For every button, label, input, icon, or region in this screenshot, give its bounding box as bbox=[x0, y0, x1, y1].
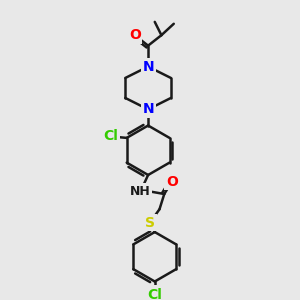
Text: O: O bbox=[166, 175, 178, 189]
Text: S: S bbox=[145, 215, 155, 230]
Text: Cl: Cl bbox=[147, 288, 162, 300]
Text: N: N bbox=[142, 102, 154, 116]
Text: Cl: Cl bbox=[103, 129, 118, 143]
Text: NH: NH bbox=[130, 185, 151, 198]
Text: O: O bbox=[129, 28, 141, 42]
Text: N: N bbox=[142, 60, 154, 74]
